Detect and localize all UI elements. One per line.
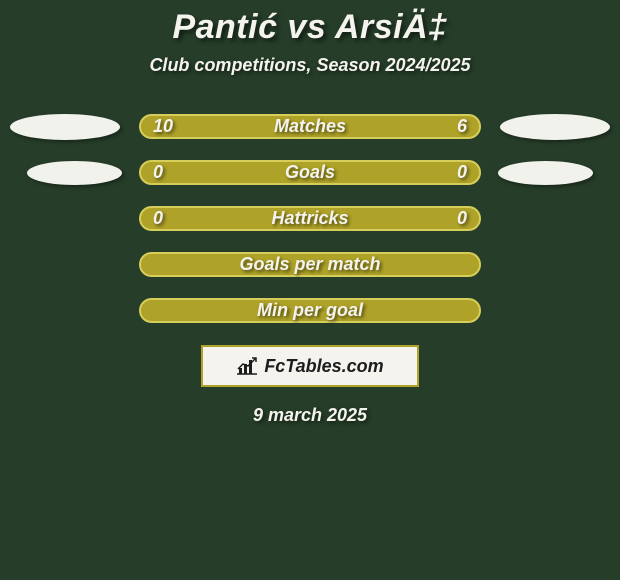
stat-label: Matches — [274, 116, 346, 137]
stat-row: Min per goal — [5, 298, 615, 323]
stat-rows: 10 Matches 6 0 Goals 0 0 Hattricks 0 Goals per ma… — [0, 114, 620, 323]
player-ellipse-left — [27, 161, 122, 185]
stat-row: Goals per match — [5, 252, 615, 277]
stat-value-right: 0 — [457, 162, 467, 183]
page-title: Pantić vs ArsiÄ‡ — [0, 0, 620, 47]
player-ellipse-left — [10, 114, 120, 140]
comparison-card: Pantić vs ArsiÄ‡ Club competitions, Seas… — [0, 0, 620, 580]
brand-box[interactable]: FcTables.com — [201, 345, 419, 387]
stat-row: 0 Hattricks 0 — [5, 206, 615, 231]
stat-bar: 10 Matches 6 — [139, 114, 481, 139]
stat-label: Hattricks — [271, 208, 348, 229]
stat-bar: 0 Hattricks 0 — [139, 206, 481, 231]
stat-label: Goals per match — [239, 254, 380, 275]
stat-row: 10 Matches 6 — [5, 114, 615, 139]
stat-value-left: 10 — [153, 116, 173, 137]
date-text: 9 march 2025 — [0, 405, 620, 426]
player-ellipse-right — [498, 161, 593, 185]
stat-value-left: 0 — [153, 162, 163, 183]
stat-row: 0 Goals 0 — [5, 160, 615, 185]
stat-label: Min per goal — [257, 300, 363, 321]
stat-bar: 0 Goals 0 — [139, 160, 481, 185]
stat-value-right: 0 — [457, 208, 467, 229]
stat-label: Goals — [285, 162, 335, 183]
stat-bar: Min per goal — [139, 298, 481, 323]
stat-bar: Goals per match — [139, 252, 481, 277]
brand-text: FcTables.com — [264, 356, 383, 377]
stat-value-left: 0 — [153, 208, 163, 229]
chart-icon — [236, 357, 258, 375]
player-ellipse-right — [500, 114, 610, 140]
stat-value-right: 6 — [457, 116, 467, 137]
subtitle: Club competitions, Season 2024/2025 — [0, 55, 620, 76]
